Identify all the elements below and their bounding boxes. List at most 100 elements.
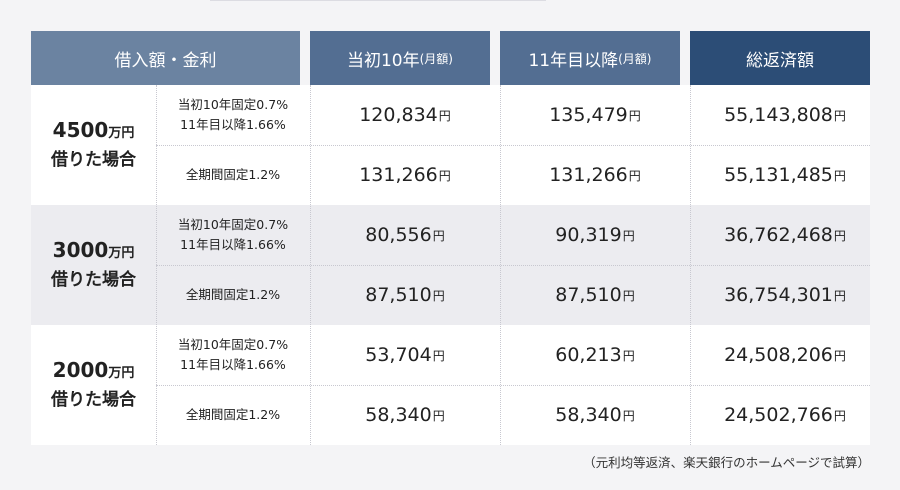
rate-variable: 当初10年固定0.7% 11年目以降1.66% bbox=[156, 205, 310, 265]
column-divider bbox=[500, 85, 501, 445]
value: 24,508,206 bbox=[724, 344, 833, 366]
footnote: （元利均等返済、楽天銀行のホームページで試算） bbox=[583, 455, 870, 470]
yen-unit: 円 bbox=[622, 228, 635, 243]
top-divider bbox=[210, 0, 546, 1]
total-repayment: 24,508,206 円 bbox=[690, 325, 880, 385]
initial-monthly-payment: 53,704 円 bbox=[310, 325, 500, 385]
value: 53,704 bbox=[365, 344, 432, 366]
value: 36,762,468 bbox=[724, 224, 833, 246]
header-initial-unit: (月額) bbox=[419, 51, 453, 66]
rate-line-1: 当初10年固定0.7% bbox=[177, 337, 289, 352]
value: 36,754,301 bbox=[724, 284, 833, 306]
yen-unit: 円 bbox=[622, 348, 635, 363]
rate-line-1: 当初10年固定0.7% bbox=[177, 97, 289, 112]
yen-unit: 円 bbox=[432, 228, 445, 243]
initial-monthly-payment: 120,834 円 bbox=[310, 85, 500, 145]
group-amount: 3000 bbox=[52, 238, 109, 262]
group-unit: 万円 bbox=[108, 366, 135, 381]
group-suffix: 借りた場合 bbox=[51, 150, 136, 170]
yen-unit: 円 bbox=[833, 168, 846, 183]
group-amount: 4500 bbox=[52, 118, 109, 142]
total-repayment: 36,754,301 円 bbox=[690, 265, 880, 325]
rate-fixed: 全期間固定1.2% bbox=[156, 265, 310, 325]
group-amount-line: 4500万円 bbox=[53, 117, 135, 147]
yen-unit: 円 bbox=[833, 288, 846, 303]
after-monthly-payment: 131,266 円 bbox=[500, 145, 690, 205]
rate-line-1: 全期間固定1.2% bbox=[185, 407, 281, 422]
group-amount-line: 2000万円 bbox=[53, 357, 135, 387]
header-borrowing-rate: 借入額・金利 bbox=[31, 31, 300, 85]
initial-monthly-payment: 80,556 円 bbox=[310, 205, 500, 265]
header-initial-label: 当初10年 bbox=[346, 50, 420, 71]
total-repayment: 55,143,808 円 bbox=[690, 85, 880, 145]
yen-unit: 円 bbox=[628, 108, 641, 123]
yen-unit: 円 bbox=[833, 348, 846, 363]
row-divider bbox=[156, 265, 870, 266]
rate-fixed: 全期間固定1.2% bbox=[156, 145, 310, 205]
group-label-4500: 4500万円 借りた場合 bbox=[31, 85, 156, 205]
value: 60,213 bbox=[555, 344, 622, 366]
header-borrowing-rate-label: 借入額・金利 bbox=[114, 50, 217, 71]
value: 131,266 bbox=[359, 164, 438, 186]
yen-unit: 円 bbox=[432, 288, 445, 303]
group-amount: 2000 bbox=[52, 358, 109, 382]
row-divider bbox=[156, 385, 870, 386]
column-divider bbox=[156, 85, 157, 445]
value: 55,131,485 bbox=[724, 164, 833, 186]
rate-line-2: 11年目以降1.66% bbox=[180, 237, 286, 252]
group-amount-line: 3000万円 bbox=[53, 237, 135, 267]
group-label-3000: 3000万円 借りた場合 bbox=[31, 205, 156, 325]
rate-line-2: 11年目以降1.66% bbox=[180, 117, 286, 132]
header-initial-10-years: 当初10年 (月額) bbox=[310, 31, 490, 85]
yen-unit: 円 bbox=[438, 168, 451, 183]
header-after-11-years: 11年目以降 (月額) bbox=[500, 31, 680, 85]
group-unit: 万円 bbox=[108, 246, 135, 261]
header-total-label: 総返済額 bbox=[746, 50, 814, 71]
header-after-label: 11年目以降 bbox=[528, 50, 619, 71]
after-monthly-payment: 90,319 円 bbox=[500, 205, 690, 265]
rate-line-1: 全期間固定1.2% bbox=[185, 287, 281, 302]
column-divider bbox=[310, 85, 311, 445]
value: 87,510 bbox=[555, 284, 622, 306]
rate-line-1: 全期間固定1.2% bbox=[185, 167, 281, 182]
yen-unit: 円 bbox=[833, 228, 846, 243]
rate-fixed: 全期間固定1.2% bbox=[156, 385, 310, 445]
yen-unit: 円 bbox=[833, 408, 846, 423]
value: 120,834 bbox=[359, 104, 438, 126]
value: 58,340 bbox=[555, 404, 622, 426]
yen-unit: 円 bbox=[622, 408, 635, 423]
group-suffix: 借りた場合 bbox=[51, 390, 136, 410]
header-after-unit: (月額) bbox=[618, 51, 652, 66]
total-repayment: 36,762,468 円 bbox=[690, 205, 880, 265]
row-divider bbox=[156, 145, 870, 146]
after-monthly-payment: 87,510 円 bbox=[500, 265, 690, 325]
value: 90,319 bbox=[555, 224, 622, 246]
value: 87,510 bbox=[365, 284, 432, 306]
yen-unit: 円 bbox=[628, 168, 641, 183]
value: 58,340 bbox=[365, 404, 432, 426]
yen-unit: 円 bbox=[432, 408, 445, 423]
value: 80,556 bbox=[365, 224, 432, 246]
after-monthly-payment: 58,340 円 bbox=[500, 385, 690, 445]
rate-line-2: 11年目以降1.66% bbox=[180, 357, 286, 372]
value: 55,143,808 bbox=[724, 104, 833, 126]
after-monthly-payment: 60,213 円 bbox=[500, 325, 690, 385]
rate-variable: 当初10年固定0.7% 11年目以降1.66% bbox=[156, 325, 310, 385]
column-divider bbox=[690, 85, 691, 445]
total-repayment: 24,502,766 円 bbox=[690, 385, 880, 445]
group-unit: 万円 bbox=[108, 126, 135, 141]
header-total-repayment: 総返済額 bbox=[690, 31, 870, 85]
initial-monthly-payment: 58,340 円 bbox=[310, 385, 500, 445]
yen-unit: 円 bbox=[833, 108, 846, 123]
yen-unit: 円 bbox=[438, 108, 451, 123]
after-monthly-payment: 135,479 円 bbox=[500, 85, 690, 145]
initial-monthly-payment: 87,510 円 bbox=[310, 265, 500, 325]
initial-monthly-payment: 131,266 円 bbox=[310, 145, 500, 205]
group-suffix: 借りた場合 bbox=[51, 270, 136, 290]
rate-line-1: 当初10年固定0.7% bbox=[177, 217, 289, 232]
yen-unit: 円 bbox=[432, 348, 445, 363]
yen-unit: 円 bbox=[622, 288, 635, 303]
value: 131,266 bbox=[549, 164, 628, 186]
value: 135,479 bbox=[549, 104, 628, 126]
group-label-2000: 2000万円 借りた場合 bbox=[31, 325, 156, 445]
